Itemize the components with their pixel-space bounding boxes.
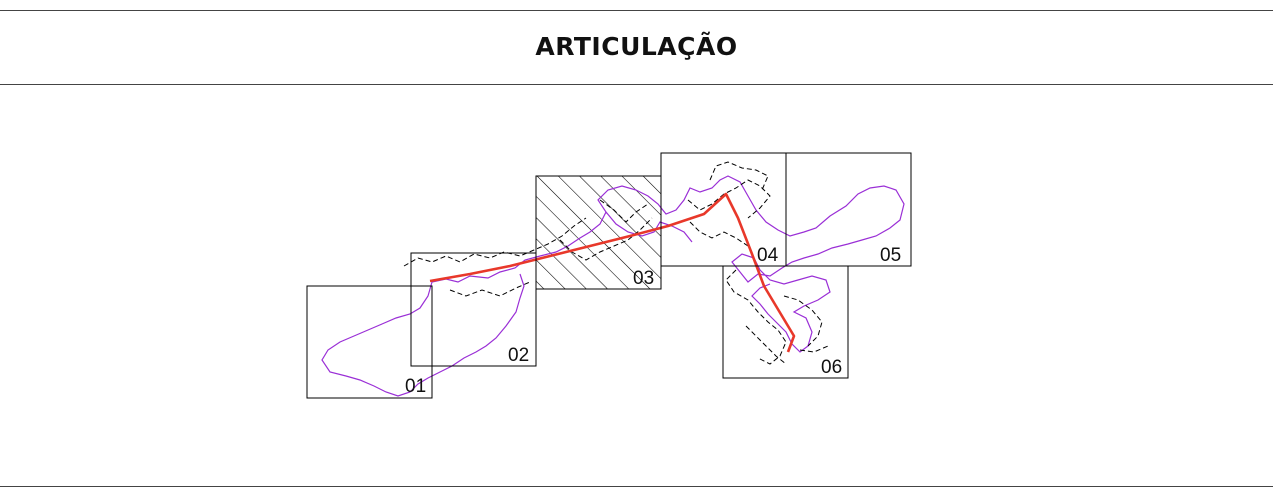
route-line bbox=[429, 192, 796, 353]
basin-outline bbox=[321, 175, 905, 397]
sheet-06-label: 06 bbox=[821, 357, 842, 378]
bottom-rule bbox=[0, 486, 1273, 487]
sheet-05-label: 05 bbox=[880, 245, 901, 266]
sheet-01-label: 01 bbox=[405, 376, 426, 397]
sheet-02-frame bbox=[410, 252, 537, 367]
page-title: ARTICULAÇÃO bbox=[535, 32, 738, 61]
dashed-limits bbox=[403, 161, 829, 365]
header-rule bbox=[0, 84, 1273, 85]
sheet-03-label: 03 bbox=[633, 268, 654, 289]
top-rule bbox=[0, 10, 1273, 11]
sheet-02-label: 02 bbox=[508, 345, 529, 366]
sheet-06-frame bbox=[722, 265, 849, 379]
sheet-04-label: 04 bbox=[757, 245, 779, 266]
sheet-frames bbox=[306, 152, 912, 399]
sheet-01-frame bbox=[306, 285, 433, 399]
